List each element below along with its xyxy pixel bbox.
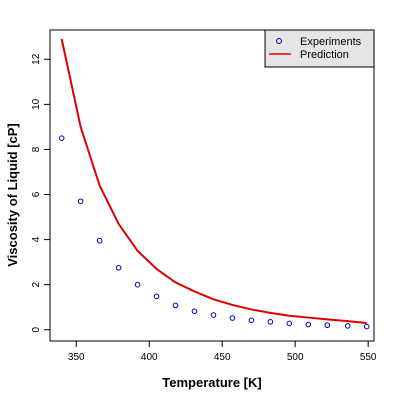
y-tick-label: 8 [31,146,42,152]
axis-layer: 350 400 450 500 550 0 2 4 6 8 10 12 [31,29,377,363]
experiment-point [248,317,255,324]
experiment-point [172,302,179,309]
y-axis-title: Viscosity of Liquid [cP] [5,123,20,267]
experiment-point [267,319,274,325]
experiment-point [134,281,141,288]
x-tick-label: 350 [68,352,85,363]
y-tick-label: 10 [31,98,42,110]
y-tick-label: 6 [31,191,42,197]
legend-box [264,29,375,68]
experiment-point [210,312,217,318]
plot-layer [58,38,370,330]
legend-experiments-marker [276,38,282,44]
x-tick-label: 500 [287,352,304,363]
experiment-point [191,308,198,315]
x-tick-label: 450 [214,352,231,363]
experiment-point [305,321,312,328]
experiment-point [115,264,122,271]
y-tick-label: 0 [31,327,42,333]
x-tick-label: 550 [360,352,377,363]
legend-prediction-label: Prediction [300,49,349,61]
plot-frame [49,29,375,342]
experiment-point [153,293,160,300]
experiment-point [286,320,293,327]
prediction-line [60,38,367,324]
y-tick-label: 12 [31,53,42,65]
experiment-point [58,135,65,141]
y-tick-label: 2 [31,281,42,287]
experiment-point [229,315,236,321]
experiment-point [344,323,351,329]
legend: Experiments Prediction [264,29,375,68]
y-tick-label: 4 [31,236,42,242]
experiment-point [363,323,370,330]
legend-experiments-label: Experiments [300,36,362,48]
experiment-point [77,198,84,205]
experiment-point [324,322,331,329]
x-axis-title: Temperature [K] [162,375,261,390]
x-tick-label: 400 [141,352,158,363]
experiment-point [96,237,103,244]
